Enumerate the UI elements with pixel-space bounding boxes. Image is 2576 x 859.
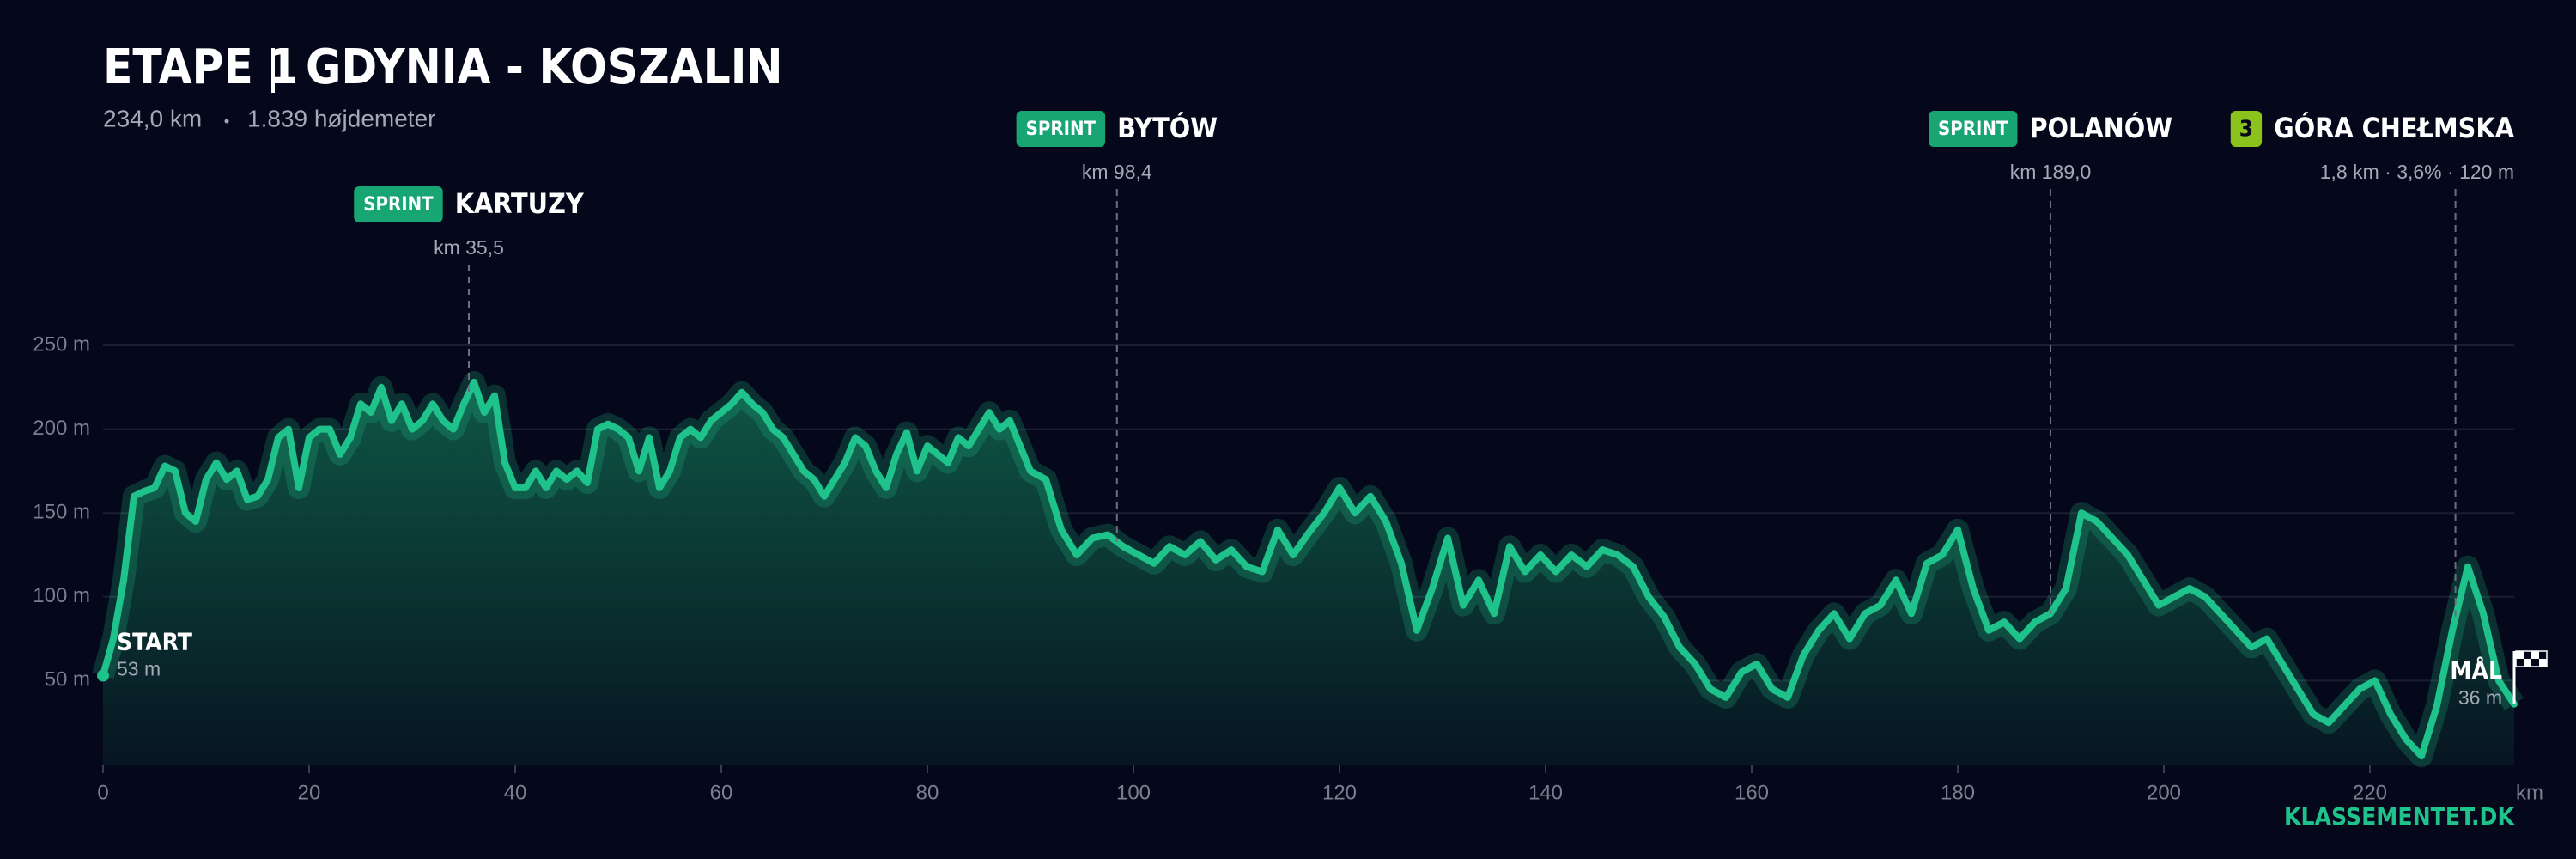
start-dot <box>97 669 109 682</box>
finish-label: MÅL <box>2450 655 2502 685</box>
x-axis-label: km <box>2516 781 2543 804</box>
x-tick-label: 160 <box>1735 781 1769 804</box>
stage-route: GDYNIA - KOSZALIN <box>306 40 783 95</box>
marker-detail: km 189,0 <box>2010 161 2092 183</box>
x-tick-label: 60 <box>710 781 733 804</box>
marker-detail: km 98,4 <box>1082 161 1152 183</box>
x-tick-label: 200 <box>2147 781 2181 804</box>
x-tick-label: 180 <box>1941 781 1975 804</box>
marker: SPRINT BYTÓW <box>1016 111 1218 147</box>
marker-name: BYTÓW <box>1117 111 1218 144</box>
x-tick-label: 120 <box>1322 781 1357 804</box>
y-tick-label: 50 m <box>45 668 90 691</box>
marker-badge-text: SPRINT <box>363 194 434 216</box>
x-tick-label: 100 <box>1116 781 1151 804</box>
finish-flag <box>2531 651 2539 659</box>
marker: 3 GÓRA CHEŁMSKA <box>2230 111 2515 147</box>
x-tick-label: 80 <box>916 781 939 804</box>
brand: KLASSEMENTET.DK <box>2284 802 2516 831</box>
finish-flag <box>2516 651 2524 659</box>
marker: SPRINT KARTUZY <box>354 186 585 222</box>
finish-flag-border <box>2515 650 2548 667</box>
marker-badge-text: SPRINT <box>1026 119 1097 140</box>
marker-name: POLANÓW <box>2029 111 2172 144</box>
x-tick-label: 20 <box>298 781 321 804</box>
finish-flag <box>2539 659 2547 667</box>
marker-name: GÓRA CHEŁMSKA <box>2274 111 2515 144</box>
x-tick-label: 140 <box>1528 781 1563 804</box>
marker-badge <box>1929 111 2018 147</box>
elevation-line <box>100 378 2518 760</box>
start-elevation: 53 m <box>117 658 161 680</box>
marker-badge <box>2230 111 2263 147</box>
stage-distance: 234,0 km <box>103 105 202 131</box>
x-tick-label: 220 <box>2353 781 2387 804</box>
y-tick-label: 200 m <box>33 417 90 440</box>
marker-badge <box>1016 111 1106 147</box>
stage-title: ETAPE 1 <box>103 40 298 95</box>
x-tick-label: 0 <box>97 781 108 804</box>
y-tick-label: 150 m <box>33 501 90 524</box>
marker-detail: km 35,5 <box>434 236 504 259</box>
separator-dot <box>224 119 229 124</box>
marker: SPRINT POLANÓW <box>1929 111 2172 147</box>
marker-badge <box>354 186 443 222</box>
start-label: START <box>117 628 193 656</box>
marker-badge-text: 3 <box>2239 117 2253 143</box>
y-tick-label: 250 m <box>33 332 90 356</box>
finish-elevation: 36 m <box>2458 686 2502 709</box>
finish-flag <box>2524 659 2531 667</box>
stage-climbing: 1.839 højdemeter <box>247 105 435 131</box>
marker-badge-text: SPRINT <box>1938 119 2008 140</box>
marker-name: KARTUZY <box>455 187 585 220</box>
y-tick-label: 100 m <box>33 584 90 607</box>
marker-detail: 1,8 km · 3,6% · 120 m <box>2320 161 2514 183</box>
elevation-area <box>103 381 2514 765</box>
x-tick-label: 40 <box>504 781 527 804</box>
